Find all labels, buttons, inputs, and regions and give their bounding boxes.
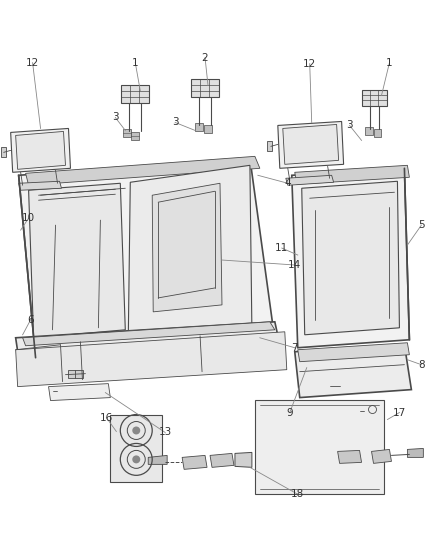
Text: 9: 9 (286, 408, 293, 417)
Polygon shape (374, 130, 381, 138)
Polygon shape (191, 78, 219, 96)
Polygon shape (1, 148, 6, 157)
Text: 18: 18 (291, 489, 304, 499)
Polygon shape (16, 132, 66, 169)
Polygon shape (195, 124, 203, 132)
Polygon shape (68, 370, 83, 378)
Polygon shape (267, 141, 272, 151)
Polygon shape (286, 175, 334, 185)
Polygon shape (25, 156, 260, 185)
Polygon shape (302, 181, 399, 335)
Text: 10: 10 (22, 213, 35, 223)
Polygon shape (338, 450, 361, 463)
Polygon shape (16, 332, 287, 386)
Polygon shape (19, 181, 61, 190)
Polygon shape (361, 90, 388, 106)
Text: 1: 1 (386, 58, 393, 68)
Polygon shape (16, 322, 285, 385)
Text: 12: 12 (26, 58, 39, 68)
Polygon shape (152, 183, 222, 312)
Circle shape (132, 426, 140, 434)
Polygon shape (292, 168, 410, 348)
Text: 7: 7 (291, 343, 298, 353)
Text: 3: 3 (346, 120, 353, 131)
Polygon shape (110, 415, 162, 482)
Text: 5: 5 (418, 220, 425, 230)
Polygon shape (295, 345, 411, 398)
Polygon shape (278, 122, 343, 168)
Polygon shape (128, 165, 252, 337)
Text: 6: 6 (27, 315, 34, 325)
Text: 2: 2 (202, 53, 208, 63)
Polygon shape (298, 343, 410, 362)
Circle shape (132, 455, 140, 463)
Text: 16: 16 (100, 413, 113, 423)
Polygon shape (364, 127, 372, 135)
Text: 4: 4 (284, 178, 291, 188)
Polygon shape (295, 165, 410, 184)
Polygon shape (11, 128, 71, 172)
Polygon shape (255, 400, 385, 494)
Text: 17: 17 (393, 408, 406, 417)
Text: 13: 13 (159, 427, 172, 438)
Text: 1: 1 (132, 58, 138, 68)
Text: 11: 11 (275, 243, 289, 253)
Polygon shape (121, 85, 149, 102)
Polygon shape (148, 455, 167, 464)
Polygon shape (371, 449, 392, 463)
Polygon shape (235, 453, 252, 467)
Polygon shape (305, 403, 370, 422)
Polygon shape (28, 183, 125, 338)
Text: 3: 3 (112, 112, 119, 123)
Text: 3: 3 (172, 117, 178, 127)
Polygon shape (407, 448, 424, 457)
Text: 12: 12 (303, 59, 316, 69)
Polygon shape (124, 130, 131, 138)
Polygon shape (204, 125, 212, 133)
Polygon shape (210, 454, 234, 467)
Polygon shape (19, 158, 275, 358)
Polygon shape (23, 322, 275, 346)
Text: 14: 14 (288, 260, 301, 270)
Polygon shape (49, 384, 110, 401)
Text: 8: 8 (418, 360, 425, 370)
Polygon shape (182, 455, 207, 470)
Polygon shape (131, 132, 139, 140)
Polygon shape (283, 124, 339, 164)
